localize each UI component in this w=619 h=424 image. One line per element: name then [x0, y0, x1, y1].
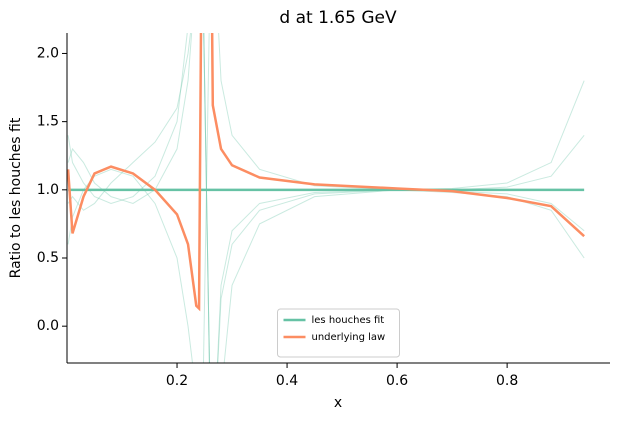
- series-line: [67, 33, 585, 312]
- y-tick-label: 1.5: [37, 114, 59, 130]
- x-tick-label: 0.4: [276, 373, 298, 389]
- legend-label: underlying law: [312, 332, 386, 343]
- y-tick-label: 2.0: [37, 45, 59, 61]
- x-axis-label: x: [334, 395, 342, 411]
- x-tick-label: 0.6: [386, 373, 408, 389]
- y-tick-label: 0.0: [37, 318, 59, 334]
- y-axis-label: Ratio to les houches fit: [8, 117, 24, 278]
- chart-title: d at 1.65 GeV: [279, 8, 397, 28]
- y-tick-label: 1.0: [37, 182, 59, 198]
- legend-label: les houches fit: [312, 315, 385, 326]
- plot-area: [67, 33, 585, 363]
- y-tick-label: 0.5: [37, 250, 59, 266]
- legend-box: [277, 308, 400, 358]
- x-tick-label: 0.8: [496, 373, 518, 389]
- x-tick-label: 0.2: [166, 373, 188, 389]
